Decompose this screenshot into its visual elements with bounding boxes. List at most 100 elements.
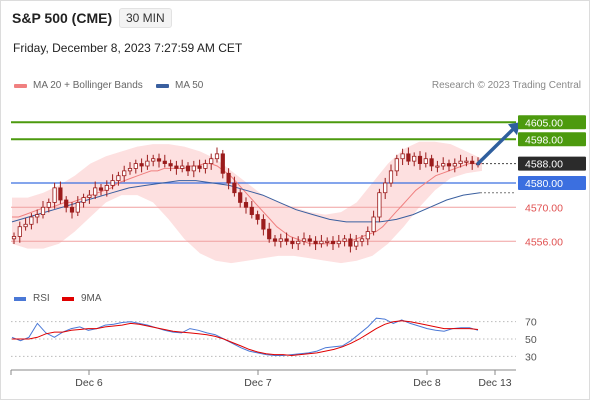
candle-body	[446, 163, 452, 167]
candle-body	[284, 238, 289, 242]
time-tick-label: Dec 7	[244, 377, 272, 389]
level-tag	[518, 176, 586, 190]
candle-body	[464, 160, 469, 163]
candle-body	[301, 238, 307, 242]
candle-body	[261, 219, 266, 230]
time-tick-label: Dec 8	[413, 377, 441, 389]
candle-body	[359, 238, 365, 242]
candle-body	[388, 170, 394, 184]
candle-body	[58, 187, 63, 201]
timestamp: Friday, December 8, 2023 7:27:59 AM CET	[13, 41, 243, 55]
ma50-swatch	[156, 83, 169, 88]
rsi-swatch	[14, 296, 26, 301]
candle-body	[29, 216, 34, 225]
candle-body	[220, 153, 225, 174]
candle-body	[69, 206, 75, 213]
candle-body	[394, 158, 399, 172]
candle-body	[168, 163, 173, 167]
candle-body	[458, 160, 463, 164]
level-tag	[518, 115, 586, 130]
arrow-shaft	[476, 127, 515, 166]
ma50-line	[11, 180, 481, 223]
candle-body	[133, 163, 138, 169]
9ma-label: 9MA	[81, 293, 102, 304]
candle-body	[127, 168, 133, 172]
candle-body	[336, 240, 341, 245]
legend-rsi: RSI	[14, 293, 50, 304]
candle-body	[255, 214, 260, 220]
candle-body	[412, 155, 417, 162]
candle-body	[365, 231, 370, 240]
research-credit: Research © 2023 Trading Central	[431, 80, 581, 91]
instrument-title: S&P 500 (CME)	[12, 10, 113, 26]
level-tag-label: 4605.00	[525, 117, 563, 129]
legend-ma20: MA 20 + Bollinger Bands	[14, 80, 143, 91]
rsi-ma-line	[12, 320, 479, 357]
rsi-tick-label: 70	[525, 317, 537, 329]
candle-body	[17, 226, 22, 237]
candle-body	[319, 240, 324, 245]
legend-ma50: MA 50	[156, 80, 203, 91]
candle-body	[249, 206, 254, 215]
ma20-label: MA 20 + Bollinger Bands	[33, 80, 143, 91]
interval-selector[interactable]: 30 MIN	[119, 8, 172, 28]
ma20-swatch	[14, 83, 27, 88]
candle-body	[139, 163, 144, 167]
candle-body	[232, 182, 237, 194]
candle-body	[64, 199, 69, 208]
candlesticks	[11, 147, 481, 253]
candle-body	[226, 172, 231, 184]
candle-body	[156, 158, 162, 162]
candle-body	[197, 165, 202, 169]
candle-body	[371, 216, 376, 232]
candle-body	[325, 240, 330, 243]
candle-body	[307, 238, 312, 242]
candle-body	[406, 153, 411, 162]
candle-body	[400, 153, 405, 160]
candle-body	[377, 192, 382, 218]
candle-body	[104, 185, 109, 191]
candle-body	[151, 158, 156, 162]
level-tag-label: 4570.00	[525, 202, 563, 214]
candle-body	[81, 197, 86, 203]
candle-body	[191, 165, 196, 172]
time-axis: Dec 6 Dec 7 Dec 8 Dec 13	[10, 369, 516, 389]
candle-body	[243, 202, 249, 208]
rsi-tick-label: 50	[525, 334, 537, 346]
candle-body	[162, 160, 167, 164]
candle-body	[296, 240, 301, 245]
candle-body	[383, 182, 388, 194]
level-tag-label: 4588.00	[525, 159, 563, 171]
candle-body	[272, 238, 278, 242]
candle-body	[35, 214, 40, 218]
candle-body	[452, 163, 457, 167]
arrow-head	[508, 122, 520, 136]
candle-body	[23, 223, 28, 228]
rsi-label: RSI	[33, 293, 50, 304]
ma50-label: MA 50	[175, 80, 204, 91]
candle-body	[441, 163, 446, 167]
rsi-line	[11, 317, 479, 356]
candle-body	[52, 187, 57, 203]
candle-body	[180, 165, 185, 169]
candle-body	[214, 153, 220, 160]
candle-body	[98, 187, 104, 191]
candle-body	[110, 180, 115, 186]
level-tags: 4605.00 4598.00 4588.00 4580.00 4570.00 4556.…	[518, 115, 586, 248]
candle-body	[46, 202, 51, 208]
candle-body	[354, 240, 359, 247]
price-levels	[11, 121, 516, 242]
candle-body	[209, 158, 214, 164]
level-tag-label: 4598.00	[525, 134, 563, 146]
candle-body	[267, 228, 272, 240]
rsi-tick-label: 30	[525, 351, 537, 363]
candle-body	[330, 240, 336, 245]
candle-body	[11, 236, 17, 240]
level-tag	[518, 132, 586, 147]
candle-body	[423, 158, 428, 164]
candle-body	[87, 194, 92, 198]
candle-body	[470, 160, 475, 164]
candle-body	[429, 158, 434, 167]
time-tick-label: Dec 13	[478, 377, 511, 389]
